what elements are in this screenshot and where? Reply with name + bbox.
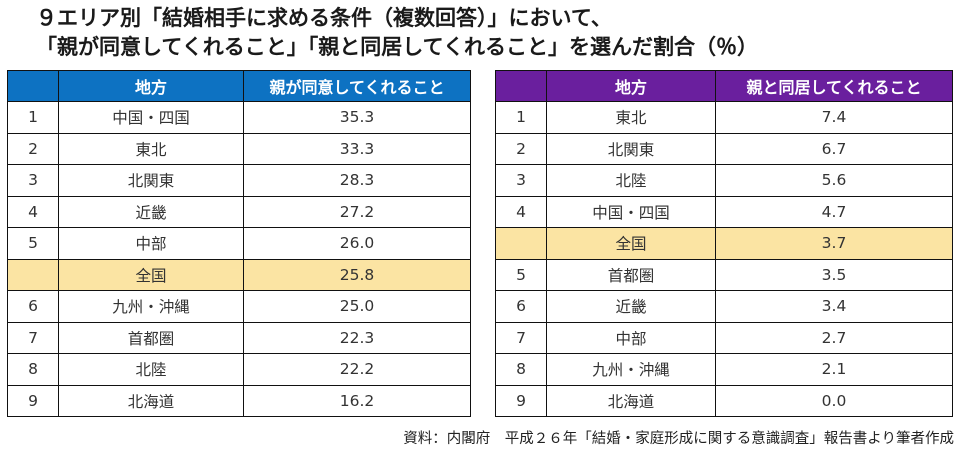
header-value: 親が同意してくれること	[243, 70, 471, 102]
rank-cell	[495, 227, 547, 260]
region-cell: 近畿	[58, 195, 244, 228]
header-region: 地方	[546, 70, 716, 102]
national-average-row: 全国 25.8	[7, 258, 471, 291]
region-cell: 北海道	[58, 384, 244, 417]
value-cell: 6.7	[715, 132, 953, 165]
rank-cell: 8	[7, 353, 59, 386]
table-row: 1 東北 7.4	[495, 101, 953, 134]
rank-cell: 3	[495, 164, 547, 197]
rank-cell: 2	[495, 132, 547, 165]
table-row: 3 北陸 5.6	[495, 164, 953, 197]
rank-cell: 8	[495, 353, 547, 386]
chart-title: ９エリア別「結婚相手に求める条件（複数回答）」において、 「親が同意してくれるこ…	[36, 4, 936, 62]
value-cell: 35.3	[243, 101, 471, 134]
table-parent-consent: 地方 親が同意してくれること 1 中国・四国 35.3 2 東北 33.3 3 北関東 28.3…	[7, 70, 471, 417]
rank-cell: 9	[495, 384, 547, 417]
header-rank	[495, 70, 547, 102]
table-row: 4 近畿 27.2	[7, 195, 471, 228]
rank-cell: 9	[7, 384, 59, 417]
table-header-row: 地方 親と同居してくれること	[495, 70, 953, 102]
value-cell: 2.7	[715, 321, 953, 354]
rank-cell: 4	[495, 195, 547, 228]
region-cell: 中部	[58, 227, 244, 260]
region-cell: 首都圏	[58, 321, 244, 354]
region-cell: 首都圏	[546, 258, 716, 291]
value-cell: 4.7	[715, 195, 953, 228]
rank-cell: 6	[7, 290, 59, 323]
value-cell: 16.2	[243, 384, 471, 417]
header-value: 親と同居してくれること	[715, 70, 953, 102]
rank-cell: 7	[7, 321, 59, 354]
title-line-2: 「親が同意してくれること」「親と同居してくれること」を選んだ割合（％）	[36, 35, 758, 59]
table-row: 5 中部 26.0	[7, 227, 471, 260]
value-cell: 3.5	[715, 258, 953, 291]
rank-cell: 5	[495, 258, 547, 291]
region-cell: 北関東	[546, 132, 716, 165]
region-cell: 全国	[58, 258, 244, 291]
table-row: 6 九州・沖縄 25.0	[7, 290, 471, 323]
rank-cell: 2	[7, 132, 59, 165]
table-row: 8 北陸 22.2	[7, 353, 471, 386]
table-row: 9 北海道 16.2	[7, 384, 471, 417]
region-cell: 東北	[546, 101, 716, 134]
header-region: 地方	[58, 70, 244, 102]
value-cell: 25.0	[243, 290, 471, 323]
value-cell: 33.3	[243, 132, 471, 165]
value-cell: 26.0	[243, 227, 471, 260]
table-row: 1 中国・四国 35.3	[7, 101, 471, 134]
value-cell: 28.3	[243, 164, 471, 197]
value-cell: 0.0	[715, 384, 953, 417]
rank-cell: 5	[7, 227, 59, 260]
region-cell: 近畿	[546, 290, 716, 323]
table-row: 2 東北 33.3	[7, 132, 471, 165]
table-row: 9 北海道 0.0	[495, 384, 953, 417]
title-line-1: ９エリア別「結婚相手に求める条件（複数回答）」において、	[36, 6, 612, 30]
source-note: 資料：内閣府 平成２６年「結婚・家庭形成に関する意識調査」報告書より筆者作成	[403, 431, 954, 447]
value-cell: 7.4	[715, 101, 953, 134]
region-cell: 東北	[58, 132, 244, 165]
value-cell: 5.6	[715, 164, 953, 197]
region-cell: 中部	[546, 321, 716, 354]
rank-cell: 1	[7, 101, 59, 134]
value-cell: 3.4	[715, 290, 953, 323]
rank-cell: 6	[495, 290, 547, 323]
table-row: 3 北関東 28.3	[7, 164, 471, 197]
region-cell: 北陸	[546, 164, 716, 197]
national-average-row: 全国 3.7	[495, 227, 953, 260]
table-row: 5 首都圏 3.5	[495, 258, 953, 291]
table-row: 2 北関東 6.7	[495, 132, 953, 165]
rank-cell: 4	[7, 195, 59, 228]
table-row: 7 中部 2.7	[495, 321, 953, 354]
region-cell: 中国・四国	[58, 101, 244, 134]
value-cell: 2.1	[715, 353, 953, 386]
table-header-row: 地方 親が同意してくれること	[7, 70, 471, 102]
value-cell: 27.2	[243, 195, 471, 228]
region-cell: 九州・沖縄	[546, 353, 716, 386]
header-rank	[7, 70, 59, 102]
rank-cell: 7	[495, 321, 547, 354]
region-cell: 北陸	[58, 353, 244, 386]
table-row: 8 九州・沖縄 2.1	[495, 353, 953, 386]
table-row: 7 首都圏 22.3	[7, 321, 471, 354]
value-cell: 22.2	[243, 353, 471, 386]
value-cell: 22.3	[243, 321, 471, 354]
rank-cell	[7, 258, 59, 291]
rank-cell: 3	[7, 164, 59, 197]
region-cell: 九州・沖縄	[58, 290, 244, 323]
region-cell: 中国・四国	[546, 195, 716, 228]
region-cell: 全国	[546, 227, 716, 260]
region-cell: 北関東	[58, 164, 244, 197]
table-cohabitation: 地方 親と同居してくれること 1 東北 7.4 2 北関東 6.7 3 北陸 5.6 4 中国・四国…	[495, 70, 953, 417]
table-row: 4 中国・四国 4.7	[495, 195, 953, 228]
region-cell: 北海道	[546, 384, 716, 417]
rank-cell: 1	[495, 101, 547, 134]
table-row: 6 近畿 3.4	[495, 290, 953, 323]
value-cell: 3.7	[715, 227, 953, 260]
value-cell: 25.8	[243, 258, 471, 291]
